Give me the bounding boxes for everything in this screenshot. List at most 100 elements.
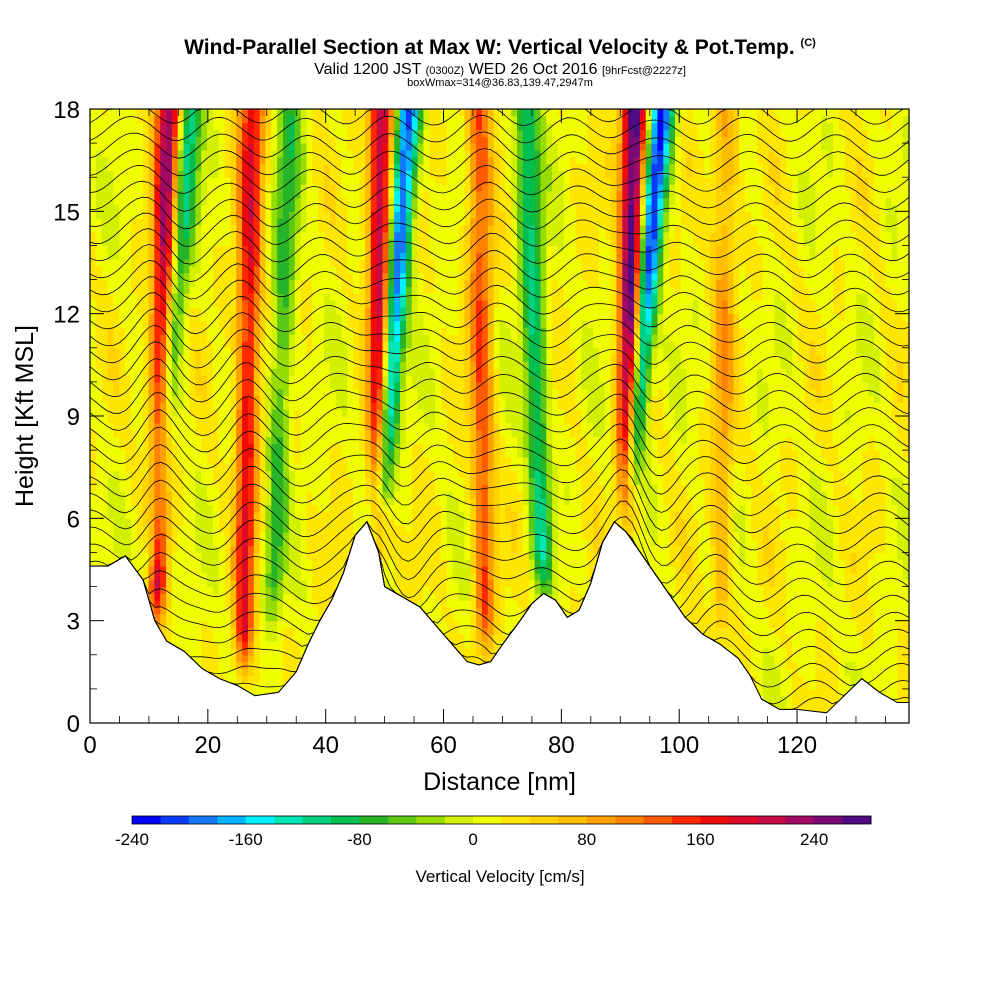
velocity-cell: [318, 245, 325, 253]
velocity-cell: [288, 375, 296, 383]
velocity-cell: [335, 368, 343, 376]
velocity-cell: [423, 272, 430, 281]
velocity-cell: [177, 470, 185, 478]
velocity-cell: [382, 443, 389, 451]
velocity-cell: [113, 402, 120, 410]
velocity-cell: [423, 265, 430, 274]
velocity-cell: [370, 259, 378, 267]
velocity-cell: [171, 115, 179, 124]
velocity-cell: [212, 190, 220, 199]
velocity-cell: [107, 545, 114, 554]
velocity-cell: [376, 463, 384, 472]
velocity-cell: [359, 402, 366, 410]
velocity-cell: [423, 252, 430, 260]
velocity-cell: [189, 313, 196, 322]
velocity-cell: [435, 115, 442, 124]
velocity-cell: [464, 491, 471, 499]
velocity-cell: [294, 143, 302, 151]
velocity-cell: [435, 122, 442, 131]
velocity-cell: [113, 327, 120, 335]
velocity-cell: [154, 259, 161, 267]
velocity-cell: [253, 661, 261, 670]
velocity-cell: [130, 429, 138, 438]
velocity-cell: [212, 265, 220, 274]
velocity-cell: [183, 470, 191, 478]
velocity-cell: [130, 259, 138, 267]
velocity-cell: [183, 579, 191, 588]
velocity-cell: [423, 429, 430, 438]
velocity-cell: [242, 218, 249, 226]
velocity-cell: [271, 306, 278, 315]
velocity-cell: [125, 484, 132, 492]
velocity-cell: [464, 511, 471, 519]
velocity-cell: [423, 347, 430, 356]
velocity-cell: [171, 477, 179, 485]
velocity-cell: [382, 375, 389, 383]
velocity-cell: [458, 149, 465, 158]
velocity-cell: [125, 381, 132, 390]
velocity-cell: [417, 149, 425, 158]
velocity-cell: [458, 265, 465, 274]
velocity-cell: [411, 156, 419, 165]
velocity-cell: [201, 388, 208, 397]
velocity-cell: [359, 511, 366, 519]
velocity-cell: [177, 238, 185, 247]
velocity-cell: [353, 504, 360, 513]
velocity-cell: [230, 613, 237, 622]
velocity-cell: [318, 436, 325, 444]
velocity-cell: [435, 572, 442, 581]
velocity-cell: [189, 224, 196, 233]
velocity-cell: [253, 286, 261, 294]
velocity-cell: [359, 279, 366, 287]
velocity-cell: [259, 272, 267, 281]
velocity-cell: [458, 300, 465, 308]
velocity-cell: [113, 504, 120, 513]
velocity-cell: [160, 129, 167, 137]
velocity-cell: [201, 456, 208, 465]
velocity-cell: [166, 272, 173, 281]
velocity-cell: [335, 231, 343, 240]
velocity-cell: [411, 593, 419, 601]
velocity-cell: [423, 204, 430, 212]
velocity-cell: [329, 218, 337, 226]
velocity-cell: [259, 211, 267, 219]
velocity-cell: [271, 320, 278, 328]
velocity-cell: [306, 538, 313, 547]
velocity-cell: [382, 368, 389, 376]
velocity-cell: [253, 641, 261, 649]
velocity-cell: [306, 184, 313, 192]
velocity-cell: [259, 436, 267, 444]
velocity-cell: [405, 231, 413, 240]
velocity-cell: [259, 654, 267, 663]
velocity-cell: [405, 163, 413, 171]
velocity-cell: [171, 293, 179, 301]
velocity-cell: [341, 443, 348, 451]
velocity-cell: [166, 477, 173, 485]
velocity-cell: [136, 143, 144, 151]
velocity-cell: [195, 204, 202, 212]
velocity-cell: [394, 320, 401, 328]
velocity-cell: [218, 409, 226, 417]
velocity-cell: [160, 170, 167, 178]
velocity-cell: [411, 347, 419, 356]
velocity-cell: [324, 470, 331, 478]
velocity-cell: [376, 279, 384, 287]
velocity-cell: [283, 416, 290, 424]
velocity-cell: [329, 231, 337, 240]
velocity-cell: [113, 334, 120, 342]
velocity-cell: [405, 436, 413, 444]
velocity-cell: [435, 306, 442, 315]
velocity-cell: [242, 340, 249, 349]
velocity-cell: [388, 272, 395, 281]
velocity-cell: [259, 279, 267, 287]
velocity-cell: [288, 409, 296, 417]
velocity-cell: [183, 402, 191, 410]
velocity-cell: [119, 429, 126, 438]
velocity-cell: [300, 327, 308, 335]
velocity-cell: [300, 197, 308, 206]
velocity-cell: [224, 579, 231, 588]
velocity-cell: [400, 320, 407, 328]
velocity-cell: [130, 538, 138, 547]
velocity-cell: [230, 204, 237, 212]
velocity-cell: [230, 647, 237, 656]
